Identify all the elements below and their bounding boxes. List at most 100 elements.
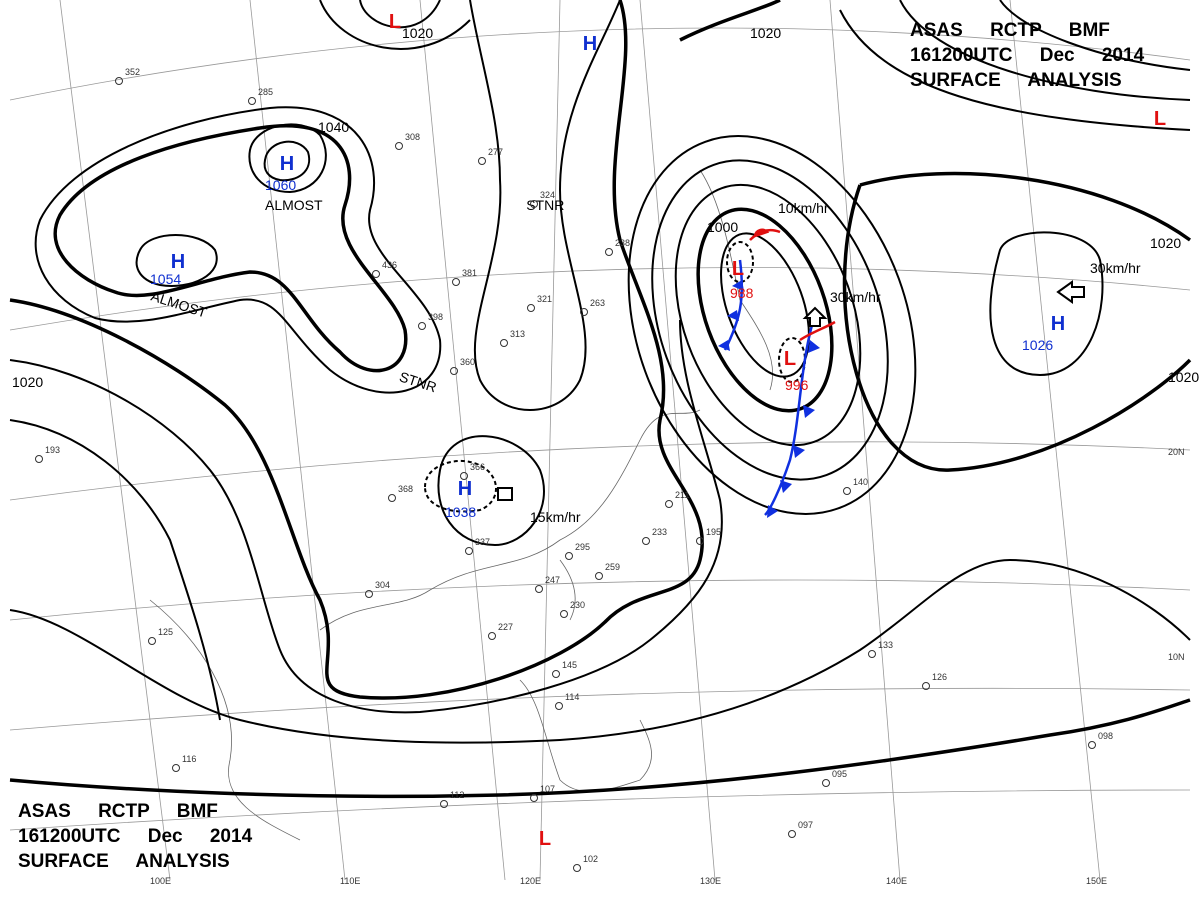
fronts — [497, 228, 1085, 518]
station-pressure: 102 — [583, 854, 598, 864]
station-pressure: 114 — [565, 692, 579, 702]
station-symbol — [696, 537, 704, 545]
station-pressure: 227 — [498, 622, 513, 632]
header-line: 161200UTC Dec 2014 — [910, 45, 1145, 66]
station-pressure: 195 — [706, 527, 721, 537]
isobar-label: 1040 — [318, 119, 349, 135]
station-pressure: 116 — [182, 754, 196, 764]
station-pressure: 238 — [615, 238, 630, 248]
station-pressure: 211 — [675, 490, 689, 500]
center-symbol: H — [583, 33, 597, 55]
motion-label: 15km/hr — [530, 509, 581, 525]
station-pressure: 324 — [540, 190, 555, 200]
isobar-label: 1020 — [1150, 235, 1181, 251]
station-symbol — [1088, 741, 1096, 749]
station-pressure: 097 — [798, 820, 813, 830]
station-symbol — [395, 142, 403, 150]
isobar-label: 1020 — [750, 25, 781, 41]
station-symbol — [560, 610, 568, 618]
longitude-label: 110E — [340, 876, 360, 886]
station-pressure: 247 — [545, 575, 560, 585]
center-symbol: L — [539, 828, 551, 850]
station-pressure: 436 — [382, 260, 397, 270]
station-symbol — [388, 494, 396, 502]
center-value: 1054 — [150, 271, 181, 287]
isobars — [9, 0, 1192, 799]
station-pressure: 233 — [652, 527, 667, 537]
station-pressure: 337 — [475, 537, 490, 547]
station-pressure: 107 — [540, 784, 555, 794]
center-symbol: H — [1051, 313, 1065, 335]
station-pressure: 095 — [832, 769, 847, 779]
station-symbol — [642, 537, 650, 545]
station-symbol — [440, 800, 448, 808]
station-symbol — [530, 200, 538, 208]
latitude-label: 10N — [1168, 652, 1185, 662]
station-symbol — [530, 794, 538, 802]
station-pressure: 112 — [450, 790, 464, 800]
station-pressure: 360 — [460, 357, 475, 367]
station-symbol — [552, 670, 560, 678]
longitude-label: 100E — [150, 876, 171, 886]
station-pressure: 140 — [853, 477, 868, 487]
center-value: 1038 — [445, 504, 476, 520]
station-symbol — [868, 650, 876, 658]
station-symbol — [843, 487, 851, 495]
center-symbol: L — [1154, 108, 1166, 130]
longitude-label: 120E — [520, 876, 541, 886]
station-symbol — [788, 830, 796, 838]
isobar-label: 1000 — [707, 219, 738, 235]
station-pressure: 230 — [570, 600, 585, 610]
station-symbol — [573, 864, 581, 872]
center-value: 1060 — [265, 177, 296, 193]
station-symbol — [488, 632, 496, 640]
station-symbol — [822, 779, 830, 787]
station-pressure: 313 — [510, 329, 525, 339]
center-value: 988 — [730, 285, 754, 301]
center-symbol: L — [389, 11, 401, 33]
header-line: ASAS RCTP BMF — [18, 801, 218, 822]
station-pressure: 368 — [398, 484, 413, 494]
station-pressure: 352 — [125, 67, 140, 77]
station-symbol — [665, 500, 673, 508]
station-pressure: 133 — [878, 640, 893, 650]
motion-label: 30km/hr — [830, 289, 881, 305]
station-symbol — [372, 270, 380, 278]
station-symbol — [172, 764, 180, 772]
station-symbol — [555, 702, 563, 710]
station-symbol — [460, 472, 468, 480]
center-symbol: L — [732, 258, 744, 280]
header-line: SURFACE ANALYSIS — [910, 70, 1122, 91]
station-pressure: 308 — [405, 132, 420, 142]
station-symbol — [418, 322, 426, 330]
center-symbol: H — [171, 251, 185, 273]
station-symbol — [580, 308, 588, 316]
station-pressure: 304 — [375, 580, 390, 590]
header-line: ASAS RCTP BMF — [910, 20, 1110, 41]
station-pressure: 259 — [605, 562, 620, 572]
station-pressure: 277 — [488, 147, 503, 157]
station-symbol — [115, 77, 123, 85]
header-line: SURFACE ANALYSIS — [18, 851, 230, 872]
station-pressure: 398 — [428, 312, 443, 322]
center-symbol: L — [784, 348, 796, 370]
station-symbol — [595, 572, 603, 580]
station-symbol — [565, 552, 573, 560]
station-symbol — [605, 248, 613, 256]
longitude-label: 130E — [700, 876, 721, 886]
isobar-label: 1020 — [12, 374, 43, 390]
latitude-label: 20N — [1168, 447, 1185, 457]
header-line: 161200UTC Dec 2014 — [18, 826, 253, 847]
longitude-label: 140E — [886, 876, 907, 886]
motion-label: 30km/hr — [1090, 260, 1141, 276]
station-pressure: 125 — [158, 627, 173, 637]
station-symbol — [365, 590, 373, 598]
station-symbol — [478, 157, 486, 165]
station-symbol — [922, 682, 930, 690]
note: ALMOST STNR — [265, 197, 564, 213]
station-pressure: 126 — [932, 672, 947, 682]
center-value: 996 — [785, 377, 809, 393]
station-pressure: 295 — [575, 542, 590, 552]
